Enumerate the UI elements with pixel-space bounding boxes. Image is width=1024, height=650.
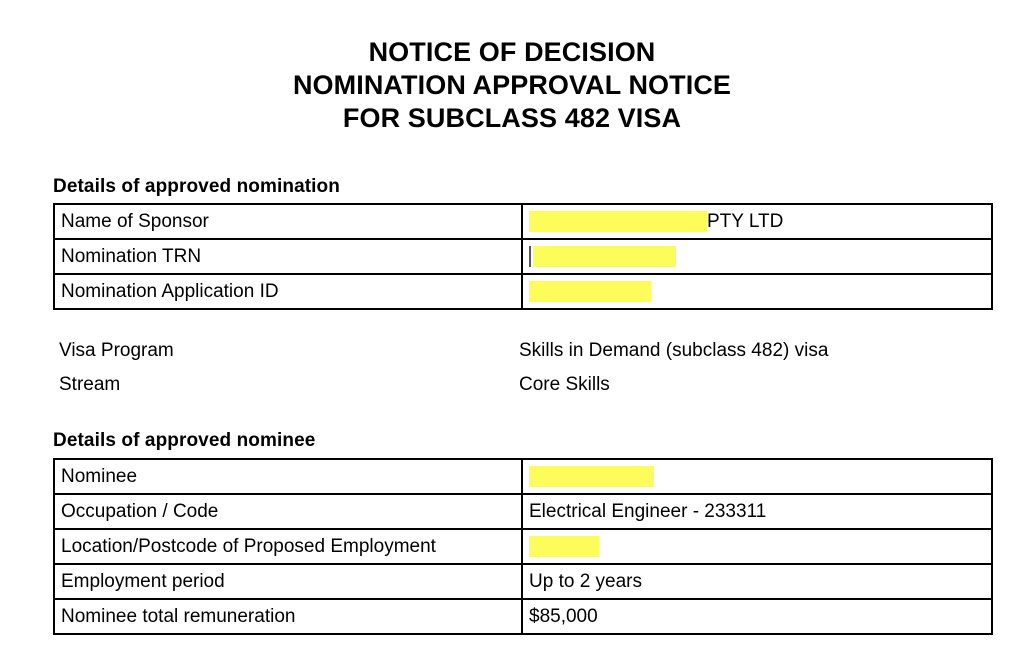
title-line-3: FOR SUBCLASS 482 VISA — [342, 103, 682, 133]
row-label-nomination-trn: Nomination TRN — [53, 238, 523, 275]
section-heading-approved-nominee: Details of approved nominee — [53, 430, 316, 451]
stream-row: Stream Core Skills — [59, 374, 959, 396]
redaction-block-nominee — [529, 466, 654, 487]
stream-value: Core Skills — [519, 374, 610, 395]
row-value-employment-period: Up to 2 years — [521, 563, 993, 600]
title-line-1: NOTICE OF DECISION — [368, 37, 656, 67]
row-label-name-of-sponsor: Name of Sponsor — [53, 203, 523, 240]
document-title: NOTICE OF DECISION NOMINATION APPROVAL N… — [0, 36, 1024, 135]
sponsor-name-suffix: PTY LTD — [707, 210, 784, 232]
row-label-nomination-application-id: Nomination Application ID — [53, 273, 523, 310]
approved-nominee-table: Nominee Occupation / Code Electrical Eng… — [53, 458, 993, 635]
redaction-block-sponsor-name — [529, 211, 707, 232]
table-row: Location/Postcode of Proposed Employment — [53, 528, 993, 565]
row-value-occupation-code: Electrical Engineer - 233311 — [521, 493, 993, 530]
redaction-block-nomination-application-id — [529, 281, 651, 302]
row-label-employment-period: Employment period — [53, 563, 523, 600]
section-heading-approved-nomination: Details of approved nomination — [53, 176, 340, 197]
row-value-nomination-trn — [521, 238, 993, 275]
visa-program-label: Visa Program — [59, 340, 174, 361]
row-value-nominee — [521, 458, 993, 495]
redaction-block-location-postcode — [529, 536, 599, 557]
redaction-block-nomination-trn — [533, 246, 676, 267]
approved-nomination-table: Name of Sponsor PTY LTD Nomination TRN — [53, 203, 993, 310]
row-value-total-remuneration: $85,000 — [521, 598, 993, 635]
table-row: Nomination Application ID — [53, 273, 993, 310]
row-value-name-of-sponsor: PTY LTD — [521, 203, 993, 240]
table-row: Nominee total remuneration $85,000 — [53, 598, 993, 635]
row-label-occupation-code: Occupation / Code — [53, 493, 523, 530]
table-row: Occupation / Code Electrical Engineer - … — [53, 493, 993, 530]
table-row: Name of Sponsor PTY LTD — [53, 203, 993, 240]
row-value-nomination-application-id — [521, 273, 993, 310]
table-row: Employment period Up to 2 years — [53, 563, 993, 600]
row-label-total-remuneration: Nominee total remuneration — [53, 598, 523, 635]
visa-program-row: Visa Program Skills in Demand (subclass … — [59, 340, 959, 362]
title-line-2: NOMINATION APPROVAL NOTICE — [292, 70, 732, 100]
table-row: Nomination TRN — [53, 238, 993, 275]
stream-label: Stream — [59, 374, 121, 395]
visa-program-value: Skills in Demand (subclass 482) visa — [519, 340, 829, 361]
row-label-nominee: Nominee — [53, 458, 523, 495]
row-value-location-postcode — [521, 528, 993, 565]
row-label-location-postcode: Location/Postcode of Proposed Employment — [53, 528, 523, 565]
text-cursor-icon — [529, 246, 531, 267]
table-row: Nominee — [53, 458, 993, 495]
